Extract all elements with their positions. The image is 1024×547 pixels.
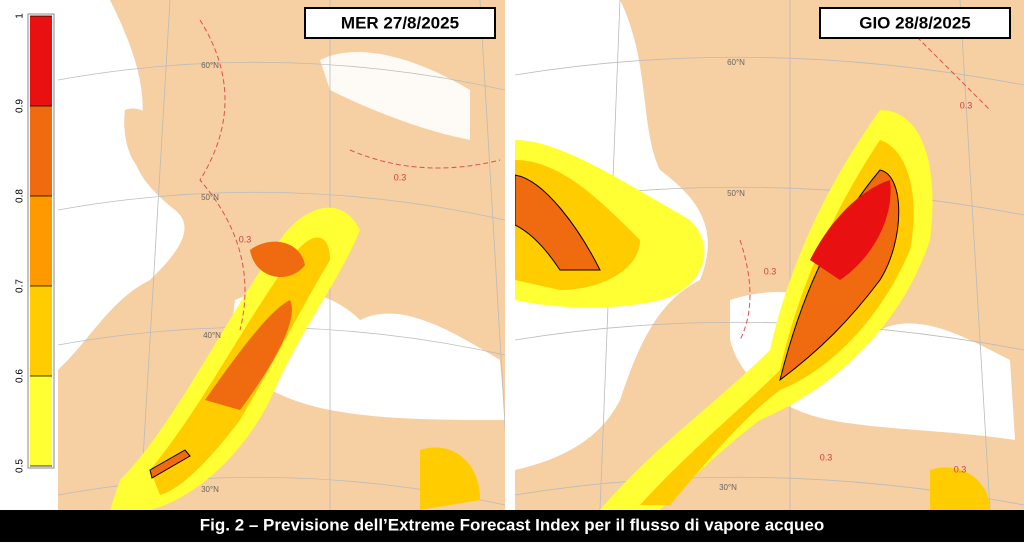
colorbar-tick-label: 0.9 [15,99,26,113]
map-right [515,0,1024,510]
latitude-label: 50°N [727,189,745,198]
colorbar-band [30,106,52,196]
colorbar-tick-label: 0.7 [15,279,26,293]
date-box [304,7,496,39]
colorbar-band [30,196,52,286]
contour-label: 0.3 [820,452,833,462]
date-box [819,7,1011,39]
contour-label: 0.3 [239,234,252,244]
colorbar-tick-label: 0.8 [15,189,26,203]
colorbar-band [30,376,52,466]
latitude-label: 60°N [201,61,219,70]
contour-label: 0.3 [954,464,967,474]
caption: Fig. 2 – Previsione dell’Extreme Forecas… [200,515,825,534]
date-label: MER 27/8/2025 [341,13,459,32]
map-left [58,0,505,510]
colorbar-band [30,16,52,106]
latitude-label: 30°N [719,483,737,492]
contour-label: 0.3 [960,100,973,110]
date-label: GIO 28/8/2025 [859,13,971,32]
caption-bar [0,510,1024,542]
contour-label: 0.3 [394,172,407,182]
contour-label: 0.3 [764,266,777,276]
latitude-label: 60°N [727,58,745,67]
colorbar-band [30,286,52,376]
latitude-label: 50°N [201,193,219,202]
colorbar-tick-label: 0.5 [15,459,26,473]
colorbar-tick-label: 1 [15,13,26,19]
colorbar-tick-label: 0.6 [15,369,26,383]
latitude-label: 30°N [201,485,219,494]
latitude-label: 40°N [203,331,221,340]
